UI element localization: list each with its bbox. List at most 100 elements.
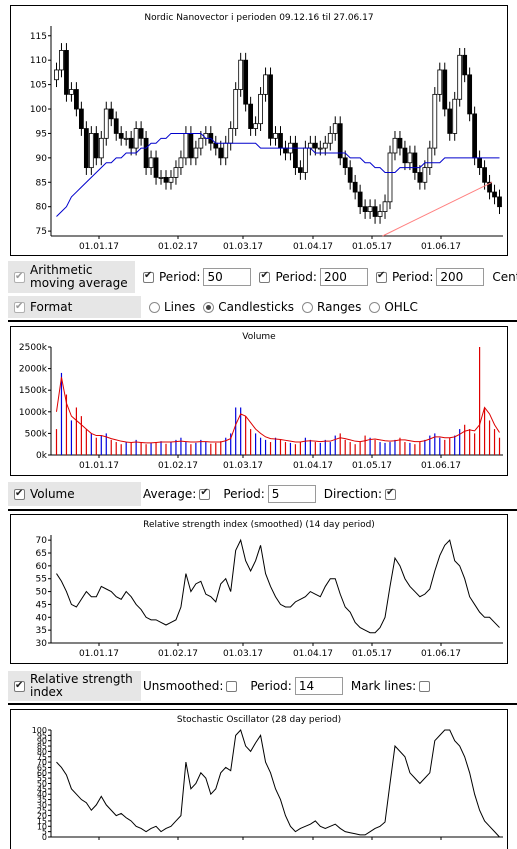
rsi-marklines-checkbox[interactable]	[419, 680, 431, 692]
ma-checkbox[interactable]	[14, 270, 25, 283]
format-radio-candlesticks[interactable]	[203, 301, 215, 313]
ma-controls: Arithmetic moving average Period:50 Peri…	[8, 261, 517, 293]
y-tick-label: 75	[37, 753, 47, 762]
rsi-period-input[interactable]: 14	[294, 677, 343, 695]
candle-body	[477, 157, 482, 169]
candle-body	[248, 103, 254, 129]
candle-body	[372, 206, 378, 217]
ma-period2-input[interactable]: 200	[319, 268, 368, 286]
candle-body	[332, 123, 338, 134]
candle-body	[392, 137, 398, 154]
candle-body	[298, 167, 303, 173]
rsi-line	[56, 538, 500, 634]
candle-body	[347, 167, 353, 183]
ma-period3-checkbox[interactable]	[375, 270, 387, 283]
candle-body	[327, 133, 333, 144]
x-tick-label: 01.01.17	[79, 461, 119, 471]
format-option-ranges: Ranges	[317, 300, 362, 314]
y-tick-label: 75	[36, 227, 47, 237]
ma-period1-input[interactable]: 50	[203, 268, 252, 286]
y-tick-label: 80	[37, 747, 47, 756]
rsi-controls: Relative strength index Unsmoothed: Peri…	[8, 671, 517, 701]
candle-body	[163, 176, 169, 183]
candle-body	[133, 128, 139, 149]
candle-body	[278, 133, 283, 149]
candle-body	[108, 108, 114, 120]
volume-period-input[interactable]: 5	[267, 485, 316, 503]
candle-body	[497, 196, 502, 208]
y-tick-label: 60	[37, 769, 47, 778]
candle-body	[258, 93, 263, 125]
y-tick-label: 35	[37, 796, 47, 805]
format-checkbox[interactable]	[14, 300, 25, 313]
rsi-unsmoothed-checkbox[interactable]	[226, 680, 238, 692]
ma-period1-checkbox[interactable]	[143, 270, 154, 283]
candle-body	[64, 50, 69, 95]
candle-body	[472, 113, 478, 159]
candle-body	[452, 98, 458, 134]
y-tick-label: 60	[36, 562, 48, 572]
ma200-line	[382, 181, 493, 237]
stochastic-chart: Stochastic Oscillator (28 day period)051…	[32, 715, 503, 842]
y-tick-label: 70	[37, 758, 47, 767]
candle-body	[138, 128, 144, 139]
candle-body	[78, 108, 84, 129]
ma-center-label: Cente	[492, 270, 517, 284]
volume-label: Volume	[30, 486, 75, 501]
ma-period3-input[interactable]: 200	[436, 268, 485, 286]
y-tick-label: 30	[36, 639, 48, 649]
ma-period1-label: Period:	[159, 270, 201, 284]
candle-body	[482, 167, 487, 183]
volume-average-checkbox[interactable]	[199, 487, 211, 500]
candle-body	[253, 123, 258, 129]
candle-body	[417, 172, 423, 183]
candle-body	[357, 191, 363, 208]
format-controls: Format Lines Candlesticks Ranges OHLC	[8, 296, 517, 318]
y-tick-label: 65	[36, 549, 47, 559]
y-tick-label: 45	[36, 600, 47, 610]
y-tick-label: 95	[37, 731, 47, 740]
volume-chart: Volume 0k 500k 1000k 1500k 2000k 2500k 01.01.17…	[19, 332, 503, 471]
rsi-checkbox[interactable]	[14, 679, 25, 692]
y-tick-label: 100	[30, 105, 47, 115]
x-tick-label: 01.04.17	[293, 242, 333, 252]
candle-body	[367, 206, 373, 212]
candle-body	[457, 54, 463, 100]
rsi-period-label: Period:	[250, 679, 292, 693]
separator-2	[8, 509, 517, 511]
format-radio-lines[interactable]	[149, 301, 160, 313]
ma-line	[56, 132, 500, 217]
y-tick-label: 115	[30, 32, 47, 42]
candle-body	[128, 137, 134, 149]
volume-checkbox[interactable]	[14, 487, 25, 500]
format-radio-ranges[interactable]	[302, 301, 314, 313]
candle-body	[178, 157, 184, 169]
y-tick-label: 0k	[36, 451, 48, 461]
candle-body	[377, 211, 383, 217]
volume-average-label: Average:	[143, 487, 197, 501]
format-option-candlesticks: Candlesticks	[218, 300, 295, 314]
format-radio-ohlc[interactable]	[369, 301, 381, 313]
candle-body	[342, 157, 348, 169]
candle-body	[437, 69, 443, 95]
x-tick-label: 01.05.17	[352, 649, 392, 659]
volume-label-cell: Volume	[8, 482, 141, 506]
format-label-cell: Format	[8, 296, 141, 318]
y-tick-label: 1000k	[19, 408, 48, 418]
candle-body	[83, 128, 89, 169]
rsi-unsmoothed-label: Unsmoothed:	[143, 679, 224, 693]
ma-period2-checkbox[interactable]	[259, 270, 271, 283]
y-tick-label: 55	[36, 575, 47, 585]
ma-label-cell: Arithmetic moving average	[8, 261, 135, 293]
volume-direction-checkbox[interactable]	[385, 487, 397, 500]
x-tick-label: 01.04.17	[293, 461, 333, 471]
candle-body	[223, 142, 229, 159]
candle-body	[168, 176, 174, 183]
y-tick-label: 15	[37, 817, 47, 826]
separator-1	[8, 320, 517, 322]
y-tick-label: 85	[36, 178, 47, 188]
candle-body	[198, 137, 204, 149]
candle-body	[442, 69, 448, 110]
y-tick-label: 80	[36, 203, 48, 213]
x-tick-label: 01.03.17	[223, 242, 263, 252]
